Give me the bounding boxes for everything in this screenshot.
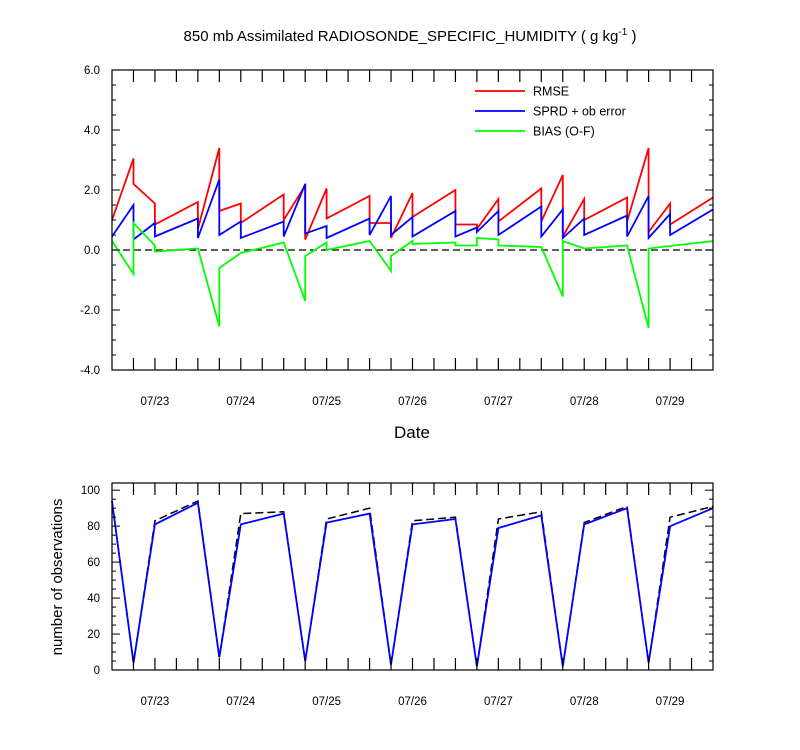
bottom-y-tick-label: 100	[81, 485, 100, 497]
top-x-tick-label: 07/29	[656, 396, 685, 408]
top-panel: 6.0 4.0 2.0 0.0 -2.0 -4.0 07/23 07/24 07/25 07/26…	[80, 65, 714, 442]
bottom-y-tick-label: 0	[94, 665, 100, 677]
top-x-tick-label: 07/26	[398, 396, 427, 408]
legend-label: BIAS (O-F)	[533, 125, 595, 139]
top-y-tick-label: 6.0	[84, 65, 100, 77]
top-y-tick-label: -2.0	[80, 305, 100, 317]
top-y-tick-label: -4.0	[80, 365, 100, 377]
top-series-line-1	[111, 179, 714, 242]
top-y-tick-label: 4.0	[84, 125, 100, 137]
legend-label: RMSE	[533, 85, 569, 99]
top-x-tick-label: 07/23	[141, 396, 170, 408]
top-x-tick-label: 07/27	[484, 396, 513, 408]
top-y-tick-label: 2.0	[84, 185, 100, 197]
bottom-x-tick-label: 07/24	[226, 696, 255, 708]
top-y-tick-label: 0.0	[84, 245, 100, 257]
top-x-tick-label: 07/28	[570, 396, 599, 408]
bottom-x-tick-label: 07/25	[312, 696, 341, 708]
top-x-tick-label: 07/24	[226, 396, 255, 408]
top-x-tick-label: 07/25	[312, 396, 341, 408]
bottom-panel: 0 20 40 60 80 100 07/23 07/24 07/25 07/26 07/27 07/…	[49, 482, 714, 708]
bottom-x-tick-label: 07/28	[570, 696, 599, 708]
bottom-y-tick-label: 60	[87, 557, 100, 569]
bottom-plot-frame	[111, 482, 714, 671]
legend-label: SPRD + ob error	[533, 105, 626, 119]
bottom-y-tick-label: 80	[87, 521, 100, 533]
bottom-y-tick-label: 40	[87, 593, 100, 605]
bottom-y-tick-label: 20	[87, 629, 100, 641]
bottom-x-tick-label: 07/27	[484, 696, 513, 708]
top-series-line-0	[111, 147, 714, 240]
top-series-line-2	[111, 220, 714, 329]
top-x-axis-label: Date	[394, 423, 430, 442]
bottom-x-tick-label: 07/23	[141, 696, 170, 708]
chart-title: 850 mb Assimilated RADIOSONDE_SPECIFIC_H…	[184, 27, 637, 45]
bottom-series-line-1	[111, 500, 714, 667]
bottom-x-tick-label: 07/29	[656, 696, 685, 708]
bottom-y-axis-label: number of observations	[49, 499, 66, 656]
bottom-x-tick-label: 07/26	[398, 696, 427, 708]
legend: RMSE SPRD + ob error BIAS (O-F)	[475, 85, 626, 139]
